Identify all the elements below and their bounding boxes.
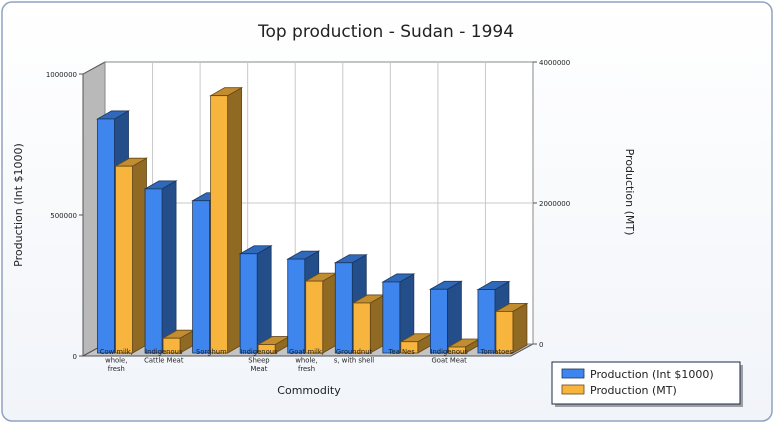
bar-mt-value-front: [257, 344, 276, 354]
bar-mt-value-front: [495, 311, 514, 354]
bar-int-value-side: [256, 245, 272, 354]
bar-mt-value-front: [162, 337, 181, 354]
bar-int-value-front: [239, 253, 258, 354]
plot-area: 0 500000 1000000 0 2000000 4000000 Cow milk, wh…: [46, 59, 570, 373]
x-tick-label: Goat milk, whole, fresh: [289, 348, 324, 373]
y-tick-label: 500000: [50, 212, 77, 220]
x-tick-label: Groundnut s, with shell: [334, 348, 374, 365]
y2-tick-label: 2000000: [539, 200, 570, 208]
y-tick-label: 1000000: [46, 71, 77, 79]
y-tick-label: 0: [73, 353, 77, 361]
legend-label: Production (Int $1000): [590, 368, 714, 381]
bar-mt-value-side: [227, 86, 243, 354]
bar-mt-value: [399, 333, 434, 354]
legend-label: Production (MT): [590, 384, 677, 397]
bar-mt-value: [304, 272, 339, 354]
bar-int-value-front: [97, 118, 115, 354]
bar-mt-value-front: [210, 95, 229, 354]
x-tick-label: Cow milk, whole, fresh: [100, 348, 133, 373]
y2-tick-label: 4000000: [539, 59, 570, 67]
x-axis-label: Commodity: [277, 384, 341, 397]
bar-mt-value-side: [369, 294, 385, 354]
bar-mt-value-front: [400, 341, 419, 354]
bar-mt-value-side: [322, 272, 338, 354]
x-tick-label: Tomatoes: [479, 348, 513, 356]
bar-int-value-front: [382, 281, 401, 354]
bar-mt-value: [494, 302, 529, 354]
legend-swatch: [561, 384, 585, 395]
legend: Production (Int $1000) Production (MT): [551, 361, 743, 407]
bar-int-value-front: [192, 200, 211, 354]
bar-int-value-front: [334, 262, 353, 354]
bar-mt-value: [113, 157, 149, 354]
y2-tick-label: 0: [539, 341, 543, 349]
bar-int-value: [143, 180, 178, 354]
y-axis-label: Production (Int $1000): [12, 143, 25, 267]
bar-int-value-side: [161, 180, 177, 354]
bar-mt-value-front: [305, 280, 324, 354]
x-tick-label: Indigenous Cattle Meat: [144, 348, 184, 365]
x-tick-label: Indigenous Goat Meat: [431, 348, 469, 365]
bar-mt-value-side: [132, 157, 147, 354]
bar-int-value-front: [287, 258, 306, 354]
bar-mt-value: [209, 86, 244, 354]
bar-mt-value-front: [115, 165, 133, 354]
x-tick-label: Tea Nes: [387, 348, 415, 356]
bar-int-value-front: [429, 288, 448, 354]
bar-mt-value: [351, 294, 386, 354]
chart-title: Top production - Sudan - 1994: [257, 22, 514, 42]
bar-int-value-front: [477, 289, 496, 354]
x-tick-label: Indigenous Sheep Meat: [240, 348, 278, 373]
bar-int-value: [381, 273, 416, 354]
bar-int-value-front: [144, 188, 163, 354]
bar-mt-value-side: [512, 302, 528, 354]
bar-mt-value-front: [447, 346, 466, 354]
legend-swatch: [561, 368, 585, 379]
x-tick-label: Sorghum: [196, 348, 227, 356]
bar-int-value: [238, 245, 273, 354]
bar-mt-value: [161, 329, 196, 354]
y2-axis-label: Production (MT): [623, 149, 636, 236]
bar-int-value: [428, 280, 463, 354]
bar-mt-value-front: [352, 302, 371, 354]
